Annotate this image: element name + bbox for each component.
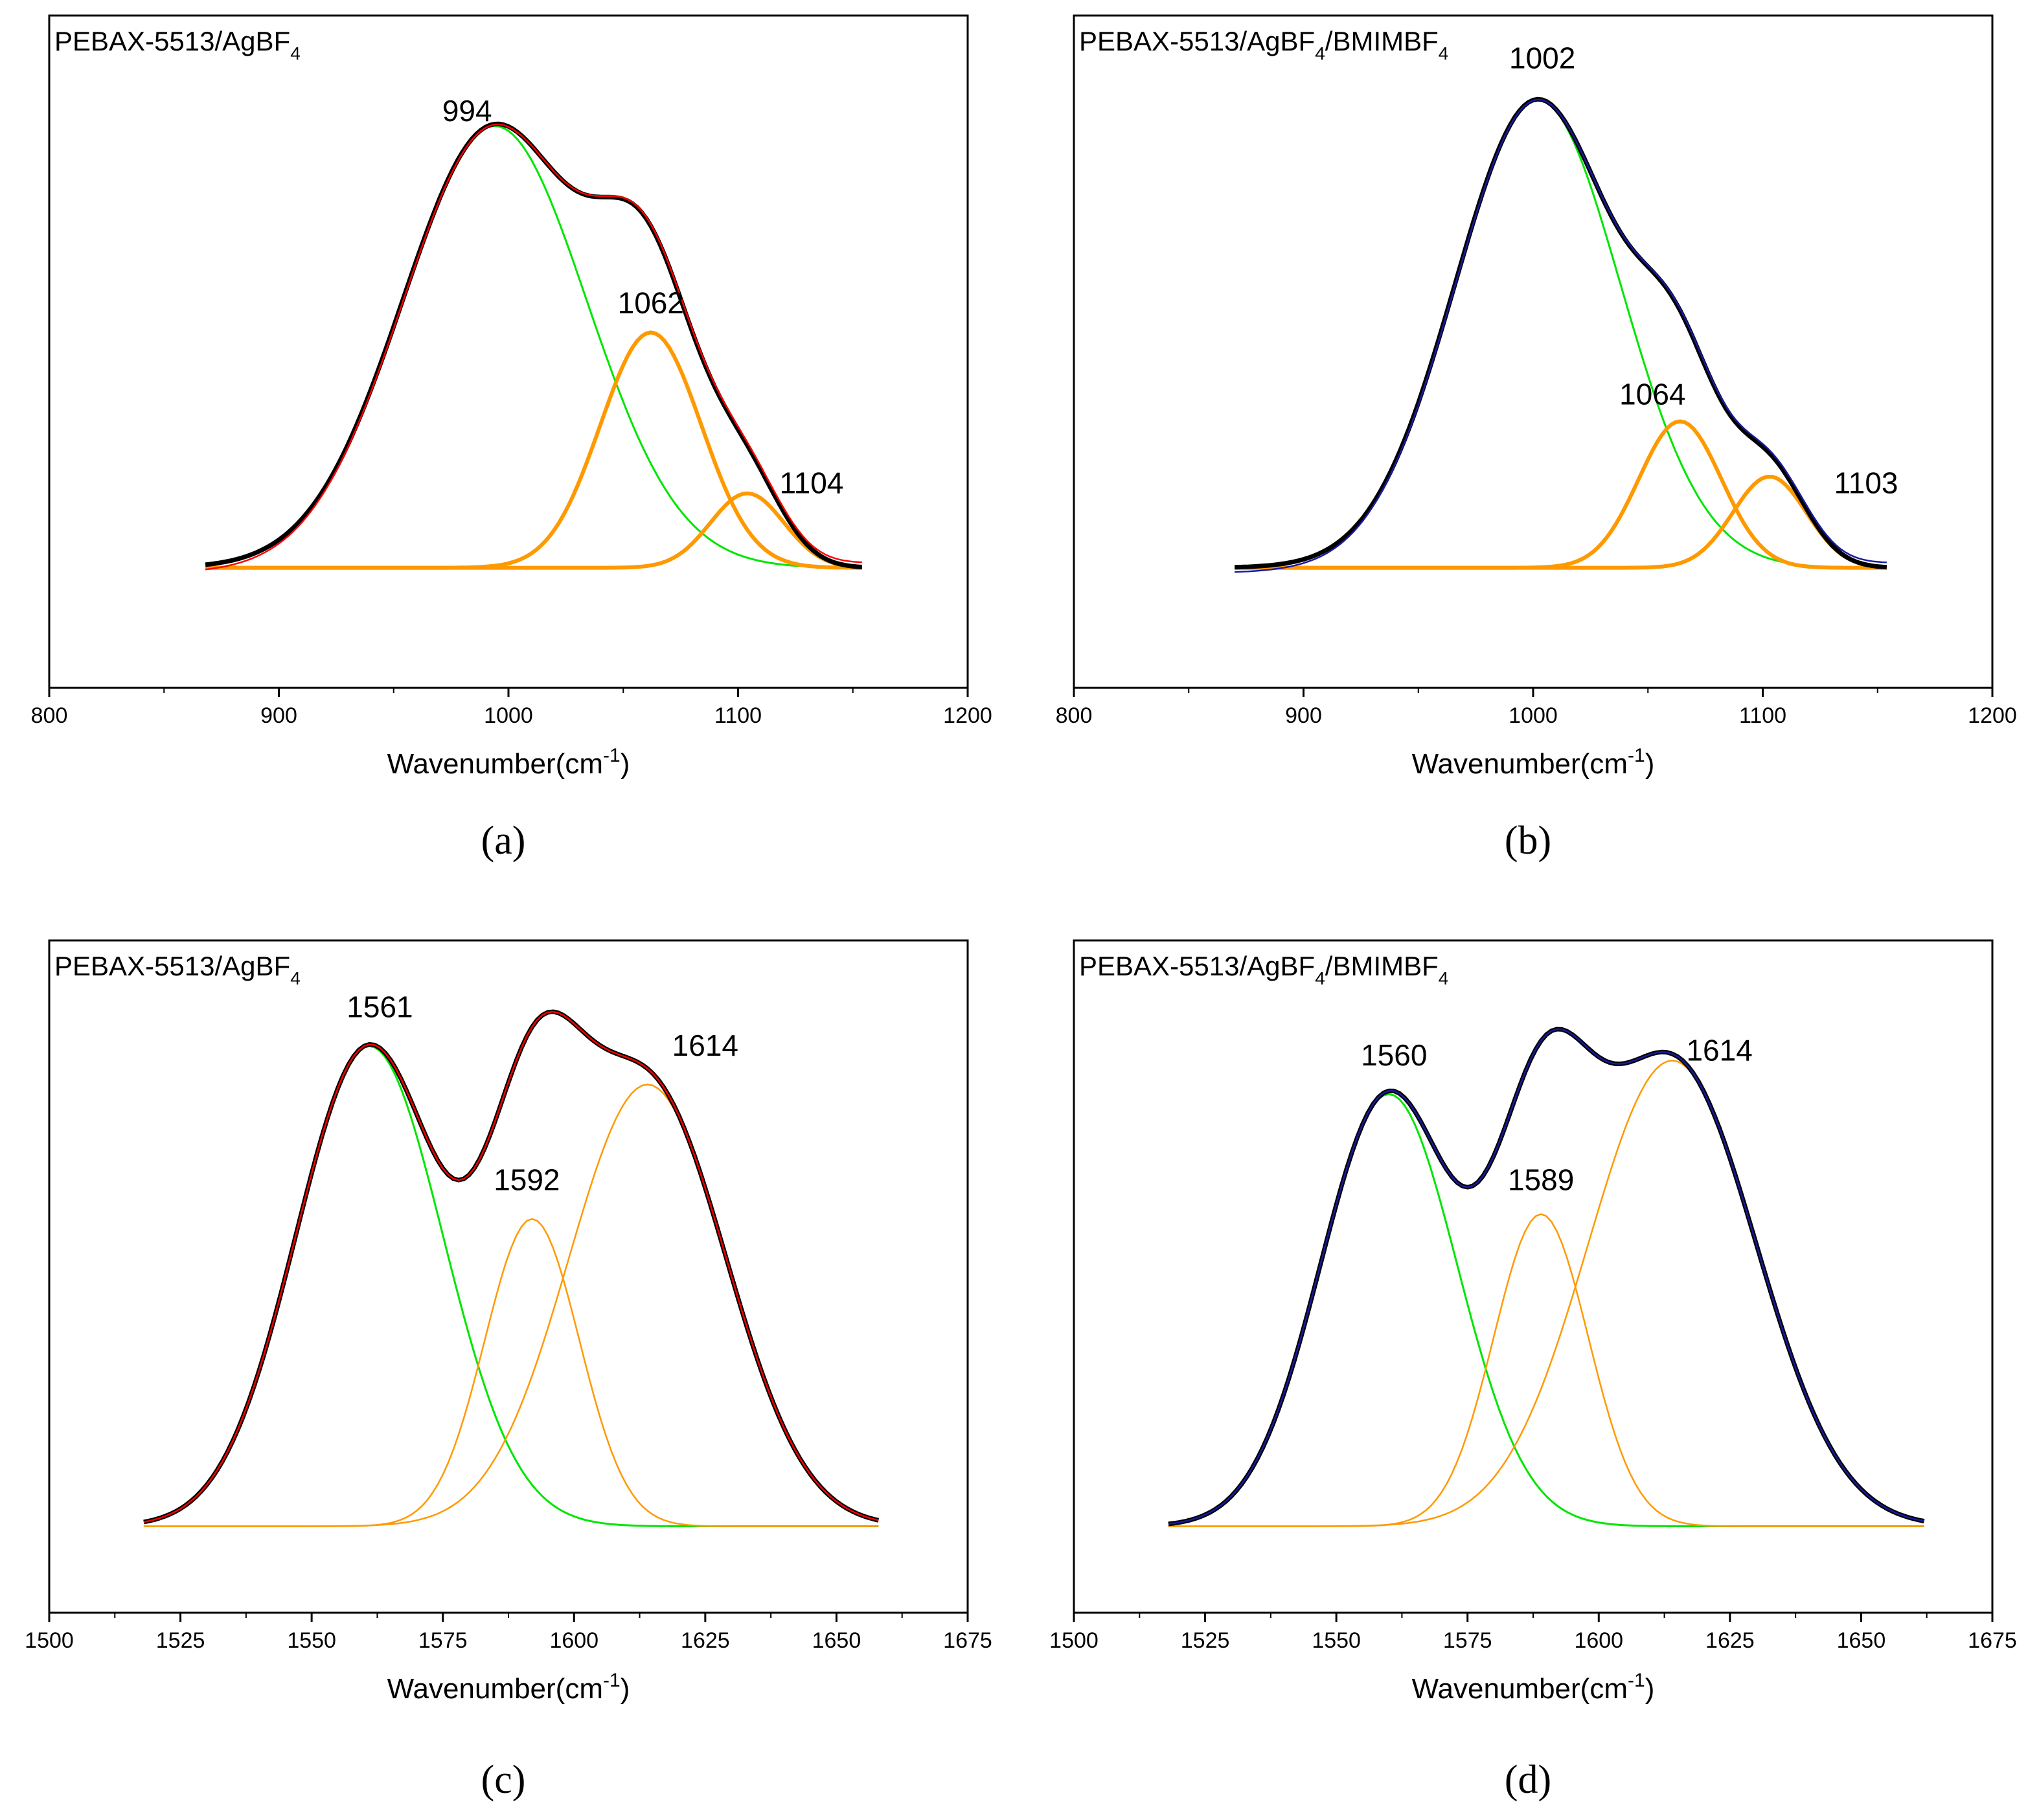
component-curve-3 — [1235, 475, 1887, 570]
peak-label: 1589 — [1508, 1163, 1574, 1197]
component-curve-2 — [1168, 1213, 1924, 1527]
x-axis-title: Wavenumber(cm-1) — [387, 1670, 630, 1705]
x-tick-label: 1525 — [1181, 1628, 1230, 1653]
component-curve-2 — [143, 1218, 879, 1527]
x-tick-label: 1525 — [156, 1628, 205, 1653]
peak-label: 994 — [442, 94, 492, 128]
x-tick-label: 1675 — [943, 1628, 992, 1653]
x-axis-title: Wavenumber(cm-1) — [1412, 1670, 1655, 1705]
panel-caption: (d) — [1505, 1758, 1551, 1802]
component-curve-3 — [1168, 1060, 1924, 1527]
x-tick-label: 1550 — [287, 1628, 336, 1653]
peak-label: 1002 — [1509, 41, 1575, 75]
sample-title: PEBAX-5513/AgBF4 — [54, 26, 301, 63]
sample-title: PEBAX-5513/AgBF4 — [54, 951, 301, 988]
peak-label: 1062 — [618, 286, 684, 320]
peak-label: 1592 — [494, 1163, 560, 1197]
peak-label: 1561 — [347, 990, 413, 1024]
panel-caption: (a) — [481, 819, 526, 863]
component-curve-1 — [1235, 98, 1887, 569]
component-curve-3 — [205, 491, 863, 570]
x-tick-label: 1650 — [1837, 1628, 1886, 1653]
x-tick-label: 1625 — [681, 1628, 730, 1653]
cumulative-fit — [143, 1010, 879, 1523]
x-tick-label: 900 — [1285, 703, 1322, 728]
x-tick-label: 1500 — [25, 1628, 74, 1653]
peak-label: 1614 — [1686, 1033, 1752, 1067]
panel-caption: (c) — [481, 1758, 526, 1802]
chart-panel-1: 800 900 1000 1100 1200 Wavenumber(cm-1) PEBAX-… — [31, 14, 992, 863]
chart-panel-2: 800 900 1000 1100 1200 Wavenumber(cm-1) PEBAX-… — [1056, 14, 2017, 863]
component-curve-2 — [205, 330, 862, 570]
measured-spectrum — [1235, 97, 1887, 570]
x-axis-title: Wavenumber(cm-1) — [1412, 745, 1655, 780]
x-tick-label: 1600 — [549, 1628, 598, 1653]
chart-panel-4: 1500 1525 1550 1575 1600 1625 1650 1675 Wavenumb… — [1049, 939, 2017, 1802]
plot-frame — [1073, 14, 1994, 689]
component-curve-1 — [143, 1045, 879, 1527]
x-tick-label: 1650 — [812, 1628, 861, 1653]
x-tick-label: 1200 — [1968, 703, 2017, 728]
cumulative-fit — [1168, 1028, 1924, 1525]
x-tick-label: 1575 — [418, 1628, 468, 1653]
x-tick-label: 1100 — [714, 703, 762, 728]
measured-spectrum — [1168, 1027, 1925, 1527]
x-tick-label: 1000 — [484, 703, 533, 728]
chart-panel-3: 1500 1525 1550 1575 1600 1625 1650 1675 Wavenumb… — [25, 939, 992, 1802]
sample-title: PEBAX-5513/AgBF4/BMIMBF4 — [1079, 951, 1448, 988]
component-curve-3 — [143, 1084, 879, 1527]
x-tick-label: 1000 — [1509, 703, 1558, 728]
cumulative-fit — [1235, 98, 1887, 573]
peak-label: 1614 — [672, 1029, 738, 1062]
x-tick-label: 800 — [1056, 703, 1093, 728]
x-tick-label: 1200 — [943, 703, 992, 728]
peak-label: 1560 — [1361, 1038, 1427, 1072]
x-tick-label: 1575 — [1443, 1628, 1492, 1653]
x-tick-label: 1100 — [1739, 703, 1786, 728]
plot-frame — [48, 14, 969, 689]
x-tick-label: 1625 — [1705, 1628, 1755, 1653]
x-axis-title: Wavenumber(cm-1) — [387, 745, 630, 780]
x-tick-label: 800 — [31, 703, 68, 728]
x-tick-label: 900 — [260, 703, 297, 728]
plot-frame — [48, 939, 969, 1614]
x-tick-label: 1675 — [1968, 1628, 2017, 1653]
x-tick-label: 1500 — [1049, 1628, 1099, 1653]
cumulative-fit — [205, 123, 862, 571]
x-tick-label: 1550 — [1312, 1628, 1361, 1653]
peak-label: 1103 — [1834, 466, 1898, 500]
peak-label: 1064 — [1619, 378, 1685, 411]
x-tick-label: 1600 — [1574, 1628, 1623, 1653]
sample-title: PEBAX-5513/AgBF4/BMIMBF4 — [1079, 26, 1448, 63]
measured-spectrum — [143, 1009, 880, 1525]
component-curve-1 — [1168, 1093, 1924, 1527]
peak-label: 1104 — [779, 466, 843, 500]
panel-caption: (b) — [1505, 819, 1551, 863]
